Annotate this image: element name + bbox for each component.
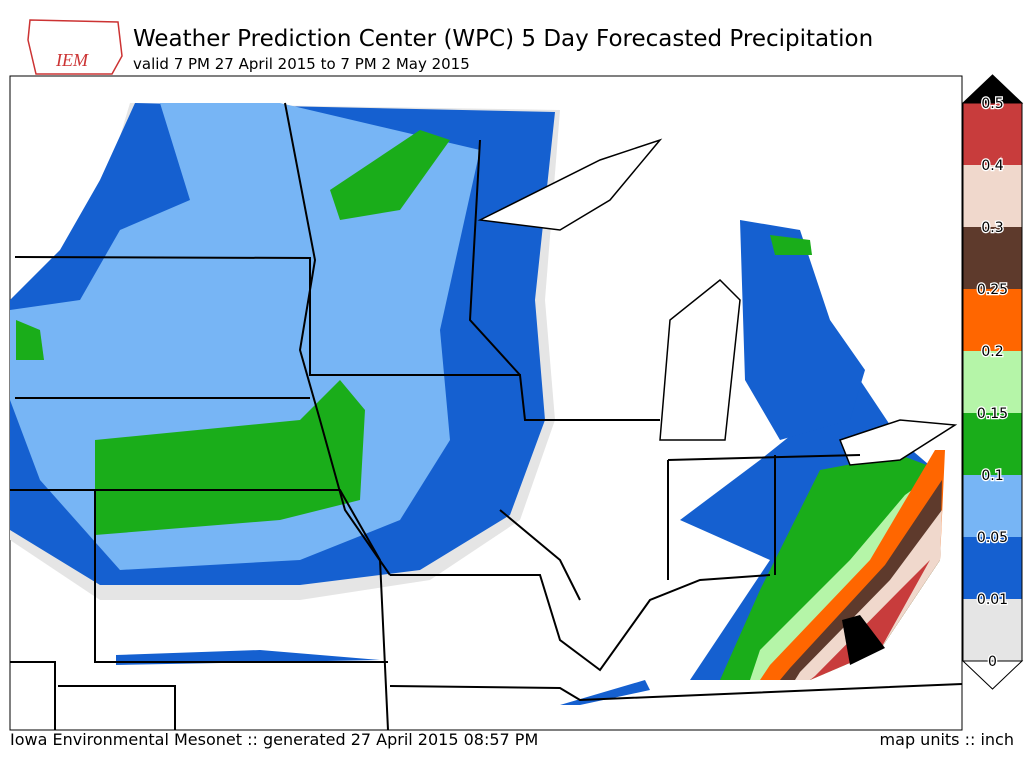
legend-frame — [962, 102, 1023, 662]
legend-swatch — [963, 289, 1022, 351]
legend-label: 0.1 — [981, 468, 1003, 484]
legend-label: 0.2 — [981, 344, 1003, 360]
legend-swatch — [963, 413, 1022, 475]
map — [9, 75, 963, 731]
legend: 0 0.01 0.05 0.1 0.15 0.2 0.25 0.3 0.4 0.5 — [961, 74, 1024, 690]
legend-swatch — [963, 103, 1022, 165]
legend-swatch — [963, 351, 1022, 413]
legend-label: 0.5 — [981, 96, 1003, 112]
footer-right: map units :: inch — [880, 730, 1014, 749]
legend-swatch — [963, 537, 1022, 599]
legend-label: 0.4 — [981, 158, 1003, 174]
legend-swatch — [963, 165, 1022, 227]
footer-left: Iowa Environmental Mesonet :: generated … — [10, 730, 538, 749]
legend-swatch — [963, 475, 1022, 537]
subtitle: valid 7 PM 27 April 2015 to 7 PM 2 May 2… — [133, 55, 470, 73]
legend-swatch — [963, 599, 1022, 661]
legend-label: 0.01 — [977, 592, 1008, 608]
legend-label: 0.25 — [977, 282, 1008, 298]
legend-swatch — [963, 227, 1022, 289]
legend-label: 0 — [988, 654, 997, 670]
legend-label: 0.15 — [977, 406, 1008, 422]
logo-text: IEM — [55, 50, 89, 70]
legend-label: 0.3 — [981, 220, 1003, 236]
title: Weather Prediction Center (WPC) 5 Day Fo… — [133, 26, 873, 52]
logo: IEM — [27, 19, 123, 75]
legend-label: 0.05 — [977, 530, 1008, 546]
